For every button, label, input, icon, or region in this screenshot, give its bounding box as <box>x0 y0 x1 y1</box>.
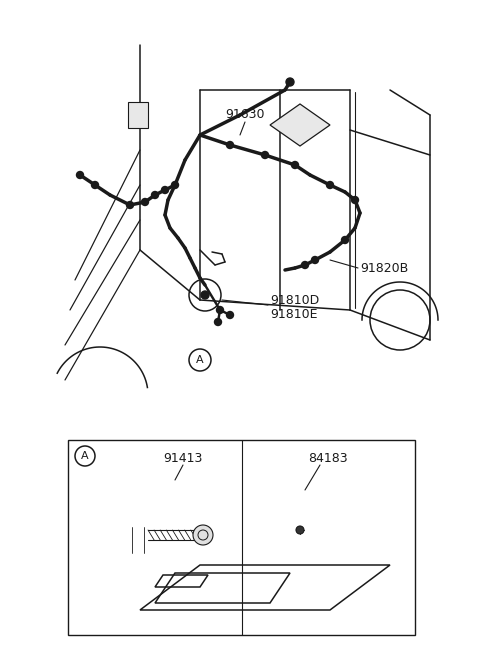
Circle shape <box>286 78 294 86</box>
Circle shape <box>193 525 213 545</box>
Text: 91413: 91413 <box>163 451 203 464</box>
Circle shape <box>312 257 319 263</box>
Circle shape <box>127 202 133 208</box>
Circle shape <box>142 198 148 206</box>
Circle shape <box>76 172 84 179</box>
Circle shape <box>161 187 168 193</box>
Text: 91630: 91630 <box>225 109 265 121</box>
Text: 91810D: 91810D <box>270 293 319 307</box>
Bar <box>68 440 415 635</box>
Text: 84183: 84183 <box>308 451 348 464</box>
Circle shape <box>341 236 348 244</box>
Circle shape <box>301 261 309 269</box>
Circle shape <box>227 141 233 149</box>
Circle shape <box>291 162 299 168</box>
Text: 91820B: 91820B <box>360 261 408 274</box>
Circle shape <box>216 307 224 314</box>
Circle shape <box>201 291 209 299</box>
Circle shape <box>227 312 233 318</box>
Polygon shape <box>128 102 148 128</box>
Circle shape <box>92 181 98 189</box>
Circle shape <box>296 526 304 534</box>
Circle shape <box>171 181 179 189</box>
Circle shape <box>262 151 268 159</box>
Text: 91810E: 91810E <box>270 309 317 322</box>
Text: A: A <box>196 355 204 365</box>
Circle shape <box>152 191 158 198</box>
Text: A: A <box>81 451 89 461</box>
Circle shape <box>326 181 334 189</box>
Circle shape <box>215 318 221 326</box>
Polygon shape <box>270 104 330 146</box>
Circle shape <box>351 196 359 204</box>
